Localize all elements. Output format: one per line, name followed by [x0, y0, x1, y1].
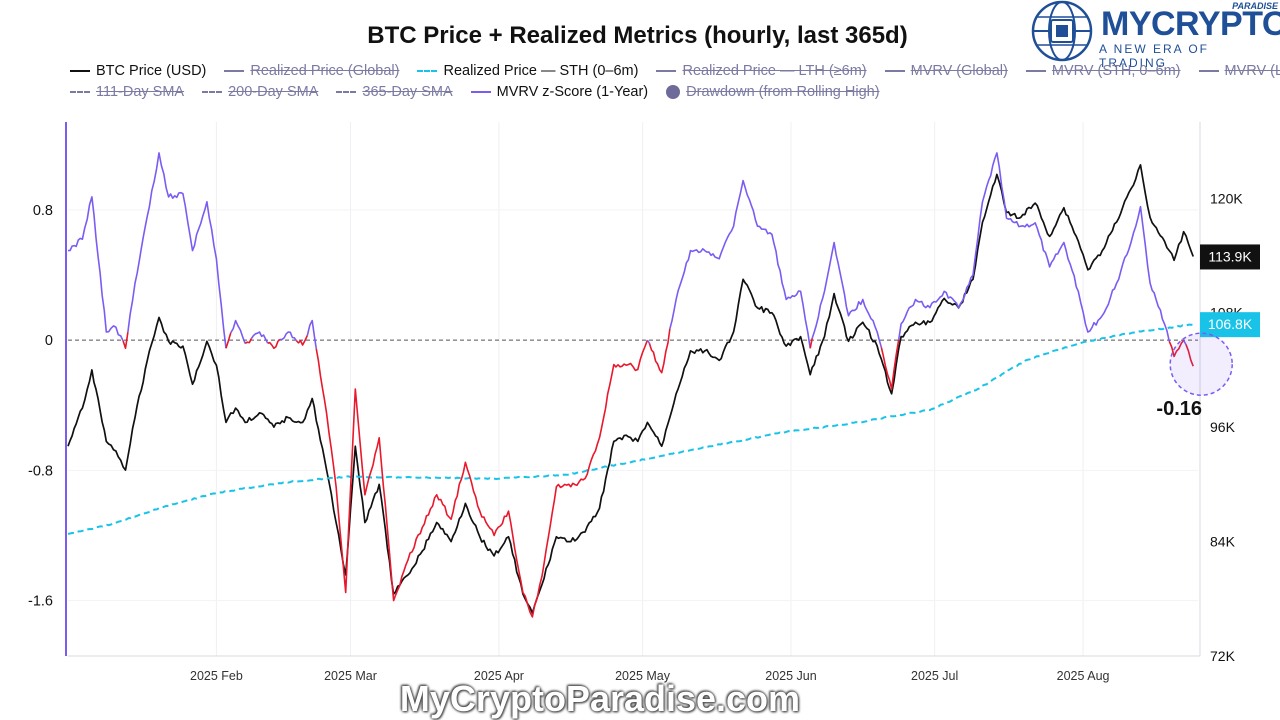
legend-swatch: [336, 91, 357, 93]
series-line-zscore: [230, 319, 246, 344]
series-line-sth-realized: [67, 323, 1194, 535]
legend-item[interactable]: MVRV (LTH, ≥6m): [1198, 63, 1280, 79]
series-line-zscore-negative: [225, 332, 232, 349]
legend-item[interactable]: MVRV (STH, 0–6m): [1025, 63, 1181, 79]
legend-item[interactable]: Realized Price (Global): [224, 63, 399, 79]
series-line-btc-price: [67, 164, 1194, 614]
series-line-zscore-negative: [648, 328, 671, 374]
brand-tagline: A NEW ERA OF TRADING: [1099, 42, 1210, 70]
series-line-zscore-negative: [1168, 339, 1185, 358]
brand-logo: MYCRYPTO PARADISE A NEW ERA OF TRADING: [1025, 0, 1280, 70]
legend-label: 365-Day SMA: [362, 84, 453, 100]
legend-label: BTC Price (USD): [96, 63, 207, 79]
legend-label: Realized Price (Global): [250, 63, 400, 79]
series-line-zscore: [279, 331, 298, 342]
series-line-zscore: [1182, 339, 1187, 345]
x-tick-label: 2025 Jul: [911, 669, 958, 683]
series-line-zscore-negative: [315, 339, 649, 618]
legend-label: Realized Price — LTH (≥6m): [682, 63, 867, 79]
y-left-tick-label: -1.6: [28, 594, 53, 610]
legend-item[interactable]: 365-Day SMA: [336, 84, 453, 100]
legend-swatch: [1025, 70, 1046, 72]
x-tick-label: 2025 Feb: [190, 669, 243, 683]
value-label-price: 113.9K: [1200, 244, 1260, 270]
y-right-tick-label: 72K: [1210, 648, 1236, 664]
brand-name: MYCRYPTO: [1101, 5, 1280, 43]
legend-swatch: [884, 70, 905, 72]
series-line-zscore: [67, 196, 124, 342]
x-tick-label: 2025 Mar: [324, 669, 377, 683]
x-tick-label: 2025 Apr: [474, 669, 524, 683]
legend-item[interactable]: 111-Day SMA: [70, 84, 184, 100]
legend-label: 200-Day SMA: [228, 84, 319, 100]
y-right-tick-label: 84K: [1210, 534, 1236, 550]
legend-swatch: [666, 85, 681, 99]
series-line-zscore: [897, 152, 1171, 342]
series-line-zscore-negative: [244, 338, 253, 345]
legend-swatch: [70, 91, 90, 93]
globe-icon: [1031, 0, 1093, 62]
legend-label: 111-Day SMA: [96, 84, 185, 100]
legend-item[interactable]: 200-Day SMA: [202, 84, 318, 100]
legend-row-1: BTC Price (USD) Realized Price (Global) Re…: [70, 63, 1280, 79]
series-line-zscore-negative: [1185, 344, 1194, 367]
legend-swatch: [417, 70, 438, 72]
y-right-tick-label: 96K: [1210, 419, 1236, 435]
legend-row-2: 111-Day SMA 200-Day SMA 365-Day SMA MVRV z-…: [70, 84, 898, 100]
legend-swatch: [224, 70, 245, 72]
series-line-zscore: [306, 319, 318, 350]
x-tick-label: 2025 Jun: [765, 669, 816, 683]
legend-swatch: [656, 70, 677, 72]
legend-swatch: [470, 91, 491, 93]
series-line-zscore: [811, 241, 883, 348]
legend-item[interactable]: Drawdown (from Rolling High): [666, 84, 880, 100]
legend-item[interactable]: Realized Price — LTH (≥6m): [656, 63, 867, 79]
series-line-zscore-negative: [880, 339, 900, 390]
brand-paradise: PARADISE: [1232, 1, 1278, 11]
legend-label: MVRV (STH, 0–6m): [1051, 63, 1181, 79]
y-left-tick-label: -0.8: [28, 463, 53, 479]
legend-label: MVRV (LTH, ≥6m): [1224, 63, 1280, 79]
legend-swatch: [202, 91, 223, 93]
watermark: MyCryptoParadise.com: [399, 678, 801, 719]
callout-value: -0.16: [1156, 398, 1202, 420]
series-line-zscore: [669, 179, 811, 349]
legend-label: MVRV z-Score (1-Year): [496, 84, 649, 100]
value-label-text: 106.8K: [1208, 316, 1253, 332]
legend-swatch: [1198, 70, 1219, 72]
x-tick-label: 2025 May: [615, 669, 671, 683]
legend-label: MVRV (Global): [910, 63, 1008, 79]
series-line-zscore-negative: [122, 331, 129, 350]
legend-item[interactable]: MVRV z-Score (1-Year): [470, 84, 649, 100]
legend-item[interactable]: BTC Price (USD): [70, 63, 206, 79]
x-tick-label: 2025 Aug: [1057, 669, 1110, 683]
series-line-zscore-negative: [809, 338, 813, 349]
chart-title: BTC Price + Realized Metrics (hourly, la…: [367, 22, 908, 49]
y-left-tick-label: 0.8: [33, 203, 53, 219]
legend-item[interactable]: Realized Price — STH (0–6m): [417, 63, 638, 79]
legend-item[interactable]: MVRV (Global): [884, 63, 1008, 79]
legend-swatch: [70, 70, 90, 72]
callout-circle: [1169, 332, 1233, 396]
y-left-tick-label: 0: [45, 333, 53, 349]
value-label-sth: 106.8K: [1200, 312, 1260, 338]
series-line-zscore: [250, 331, 269, 344]
value-label-text: 113.9K: [1208, 248, 1252, 264]
legend-label: Realized Price — STH (0–6m): [443, 63, 639, 79]
series-line-zscore: [127, 152, 227, 349]
series-line-zscore-negative: [295, 334, 309, 346]
series-line-zscore: [646, 339, 651, 344]
series-line-zscore-negative: [267, 338, 281, 350]
y-right-tick-label: 120K: [1210, 190, 1243, 206]
legend-label: Drawdown (from Rolling High): [686, 84, 880, 100]
